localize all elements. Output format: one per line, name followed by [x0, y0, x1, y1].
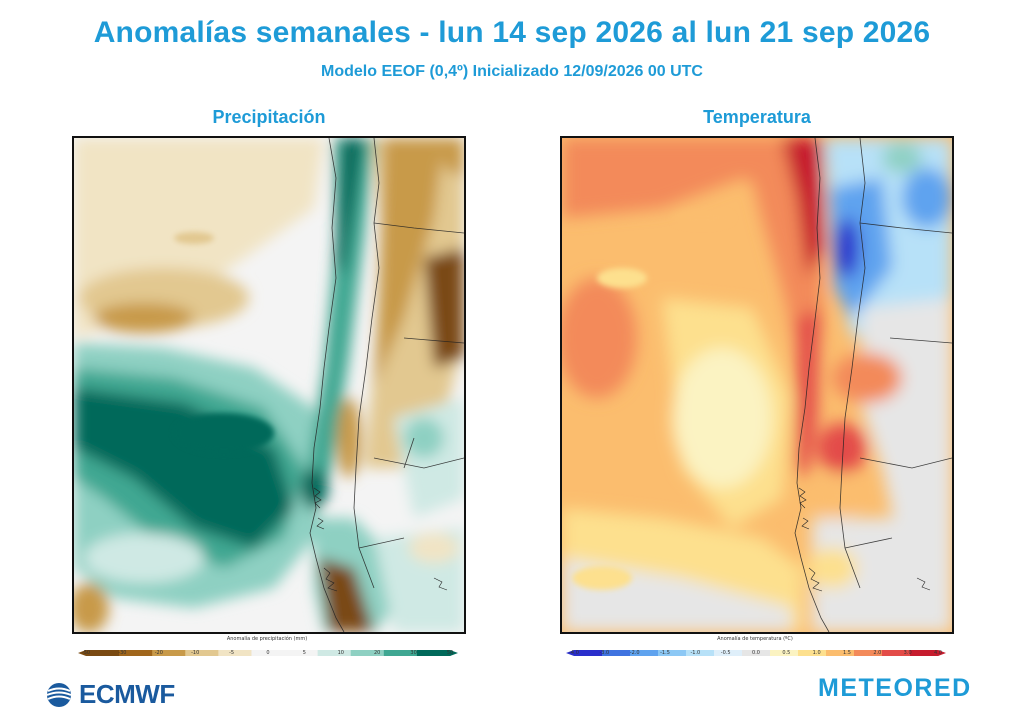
precipitation-colorbar-tick-label: 5 — [302, 650, 306, 656]
precipitation-colorbar-segment — [251, 650, 286, 656]
page-subtitle: Modelo EEOF (0,4º) Inicializado 12/09/20… — [321, 63, 703, 80]
precipitation-colorbar-segment — [317, 650, 352, 656]
temperature-colorbar-tick-label: 1.0 — [812, 650, 821, 656]
temperature-colorbar-tick-label: 3.0 — [903, 650, 912, 656]
precipitation-colorbar-segment — [350, 650, 385, 656]
temperature-colorbar-segment — [742, 650, 771, 656]
precipitation-colorbar-tick-label: -20 — [154, 650, 163, 656]
ecmwf-swirl-icon — [46, 682, 72, 707]
precipitation-colorbar-segment — [218, 650, 252, 656]
temperature-colorbar-max-arrow — [938, 650, 946, 656]
temperature-colorbar-tick-label: 4.0 — [934, 650, 942, 656]
precipitation-colorbar-label: Anomalía de precipitación (mm) — [226, 636, 308, 642]
precipitation-colorbar-tick-label: -50 — [81, 650, 91, 656]
precipitation-map — [72, 136, 466, 634]
precipitation-colorbar-segment — [152, 650, 186, 656]
precipitation-panel-title: Precipitación — [212, 107, 326, 127]
precipitation-colorbar — [78, 643, 458, 656]
ecmwf-logo-text: ECMWF — [79, 679, 175, 709]
temperature-colorbar-segment — [826, 650, 855, 656]
precipitation-colorbar-segment — [284, 650, 319, 656]
precipitation-colorbar-tick-label: 20 — [374, 650, 381, 656]
temperature-map — [560, 136, 954, 634]
temperature-colorbar-segment — [574, 650, 603, 656]
precipitation-colorbar-max-arrow — [450, 650, 458, 656]
temperature-colorbar-segment — [854, 650, 883, 656]
temperature-colorbar-segment — [910, 650, 939, 656]
precipitation-colorbar-tick-label: 0 — [266, 650, 270, 656]
temperature-colorbar-tick-label: -3.0 — [599, 650, 610, 656]
page-title: Anomalías semanales - lun 14 sep 2026 al… — [93, 16, 931, 49]
temperature-colorbar-segment — [602, 650, 631, 656]
temperature-colorbar-segment — [770, 650, 799, 656]
precipitation-colorbar-svg — [78, 650, 458, 656]
precipitation-colorbar-segment — [185, 650, 219, 656]
precipitation-colorbar-tick-label: -10 — [191, 650, 200, 656]
temperature-colorbar-tick-label: 2.0 — [873, 650, 882, 656]
temperature-colorbar-segment — [714, 650, 743, 656]
precipitation-colorbar-segment — [383, 650, 418, 656]
precipitation-colorbar-tick-label: 50 — [446, 650, 454, 656]
temperature-panel-title: Temperatura — [703, 107, 811, 127]
precipitation-colorbar-tick-label: -30 — [118, 650, 127, 656]
meteored-logo: METEORED — [818, 674, 972, 702]
precipitation-colorbar-segment — [119, 650, 153, 656]
temperature-colorbar-tick-label: -0.5 — [720, 650, 731, 656]
temperature-colorbar-segment — [630, 650, 659, 656]
temperature-colorbar-tick-label: 1.5 — [843, 650, 851, 656]
temperature-colorbar — [566, 643, 946, 656]
precipitation-colorbar-segment — [416, 650, 451, 656]
temperature-colorbar-tick-label: 0.0 — [752, 650, 760, 656]
precipitation-colorbar-tick-label: 30 — [410, 650, 417, 656]
ecmwf-logo: ECMWF — [43, 679, 175, 710]
temperature-colorbar-min-arrow — [566, 650, 574, 656]
temperature-colorbar-tick-label: 0.5 — [782, 650, 791, 656]
temperature-colorbar-segment — [658, 650, 687, 656]
temperature-colorbar-segment — [882, 650, 911, 656]
temperature-colorbar-label: Anomalía de temperatura (ºC) — [717, 636, 793, 642]
temperature-colorbar-svg — [566, 650, 946, 656]
temperature-colorbar-tick-label: -2.0 — [629, 650, 640, 656]
temperature-colorbar-segment — [686, 650, 715, 656]
precipitation-colorbar-tick-label: 10 — [337, 650, 344, 656]
precipitation-colorbar-segment — [86, 650, 120, 656]
precipitation-colorbar-min-arrow — [78, 650, 86, 656]
temperature-colorbar-tick-label: -4.0 — [569, 650, 579, 656]
temperature-colorbar-tick-label: -1.0 — [690, 650, 701, 656]
precipitation-colorbar-tick-label: -5 — [229, 650, 235, 656]
temperature-colorbar-segment — [798, 650, 827, 656]
temperature-colorbar-tick-label: -1.5 — [660, 650, 670, 656]
